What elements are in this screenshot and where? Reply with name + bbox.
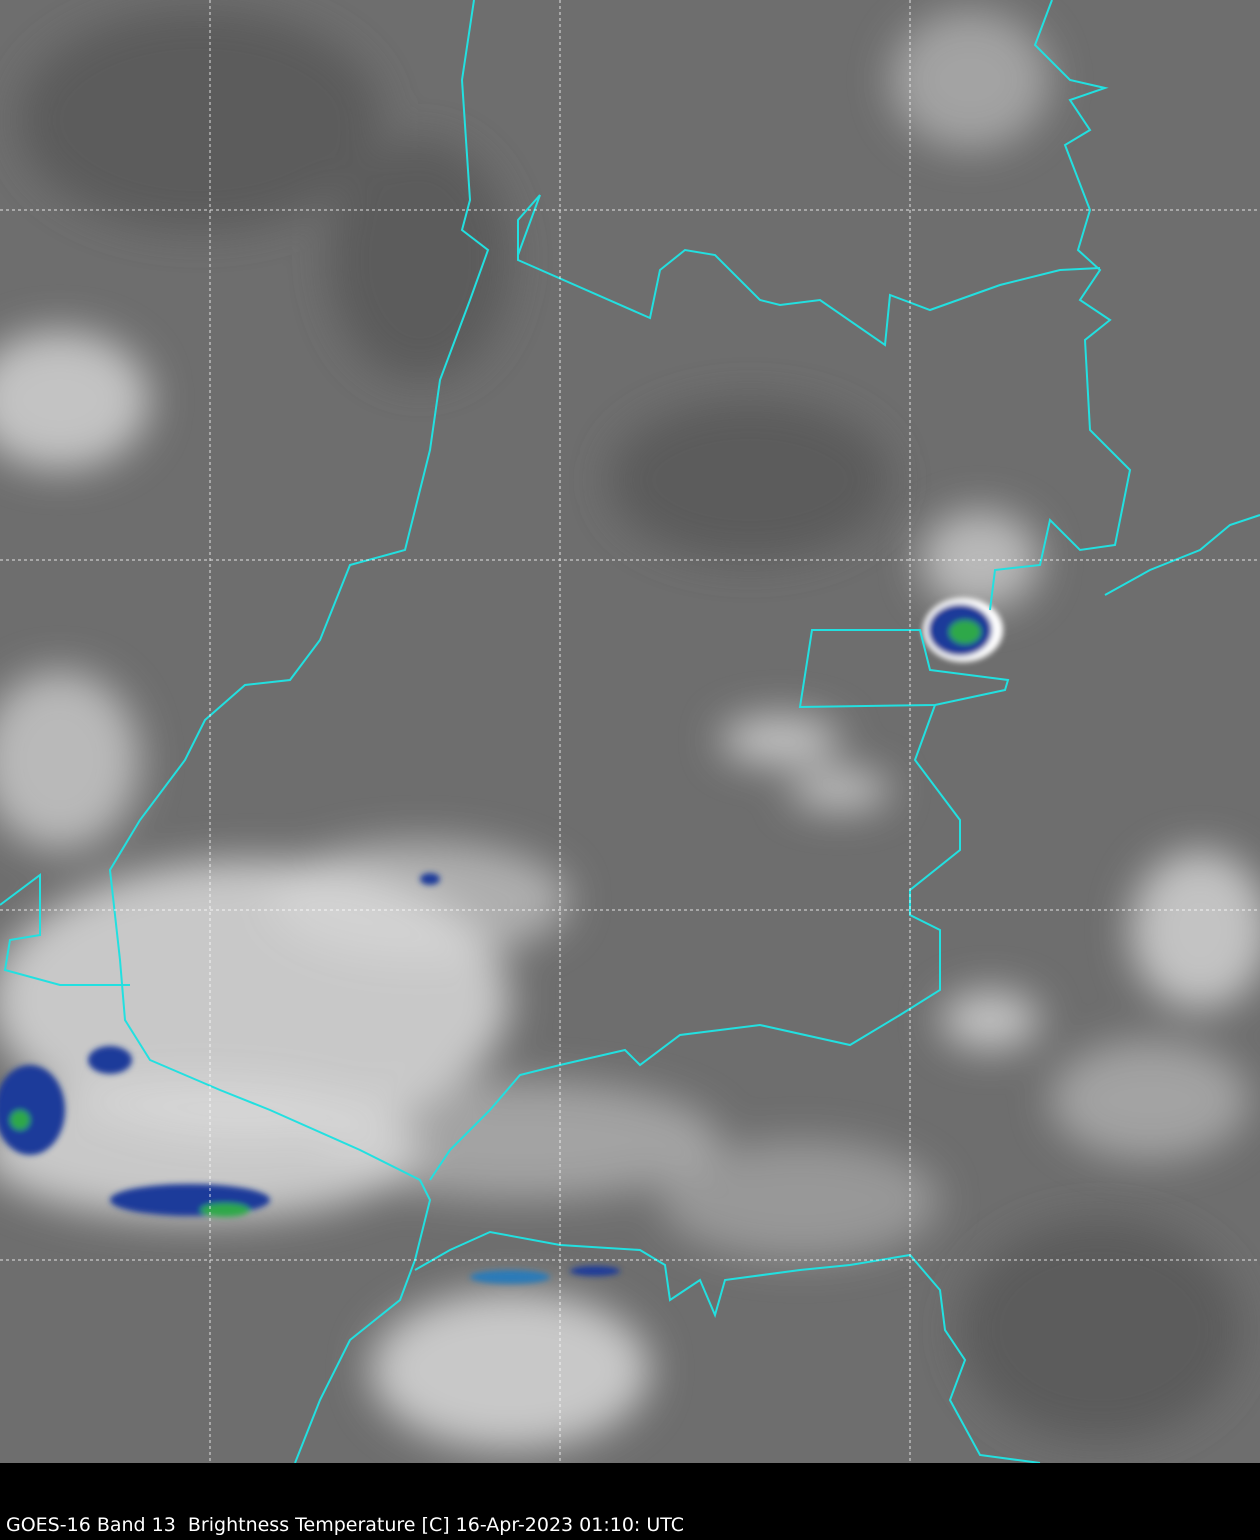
border-south (414, 1230, 1041, 1463)
border-north (517, 194, 1101, 347)
lat-lon-grid (0, 0, 1260, 1463)
border-west (108, 0, 490, 1463)
political-borders (0, 0, 1260, 1463)
cold-cloud-tops (0, 598, 1003, 1284)
border-southwest (0, 873, 130, 986)
border-district (798, 629, 1010, 709)
border-central (429, 704, 961, 1181)
cloud-areas (0, 10, 1260, 1450)
satellite-map (0, 0, 1260, 1463)
border-northeast (989, 0, 1132, 611)
border-east (1104, 514, 1260, 596)
darker-regions (20, 10, 1240, 1440)
image-caption: GOES-16 Band 13 Brightness Temperature [… (6, 1514, 685, 1536)
